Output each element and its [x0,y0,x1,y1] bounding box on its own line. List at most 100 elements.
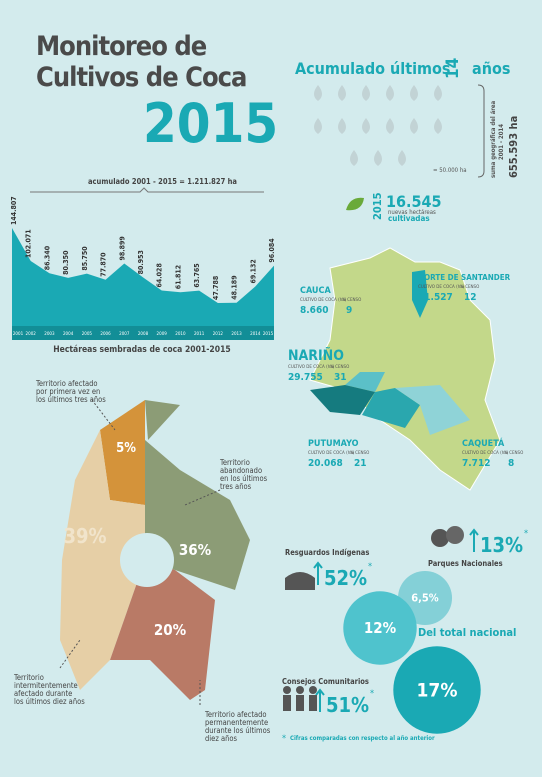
drop-icon [410,118,418,134]
colombia-map [309,247,501,491]
footnote: Cifras comparadas con respecto al año an… [290,735,435,742]
map-piece [100,400,145,505]
territory-caption: abandonado [220,466,262,475]
x-tick-label: 2007 [119,331,130,337]
drop-icon [386,85,394,101]
share-label: % CENSO [350,450,369,456]
drop-unit: = 50.000 ha [433,167,467,174]
value-label: 48.189 [231,275,239,299]
x-tick-label: 2014 [250,331,261,337]
region-norte [412,270,428,318]
accum-unit: años [472,59,510,78]
value-label: 47.788 [212,276,220,300]
region-name: PUTUMAYO [308,439,359,449]
share-label: % CENSO [504,450,523,456]
people-icon [283,686,317,711]
share-value: 9 [346,305,352,316]
x-tick-label: 2011 [194,331,205,337]
territory-caption: durante los últimos [205,726,271,735]
tree-icon [431,529,449,547]
region-name: NARIÑO [288,347,344,364]
new-value: 16.545 [386,192,442,211]
crop-value: 20.068 [308,458,343,469]
x-tick-label: 2001 [13,331,24,337]
asterisk: * [368,562,372,572]
group-change: 52% [324,566,367,590]
x-tick-label: 2008 [138,331,149,337]
territory-share: 36% [179,541,212,559]
x-tick-label: 2015 [263,331,274,337]
crop-value: 8.660 [300,305,328,316]
share-label: 12% [364,619,397,637]
crop-label: CULTIVO DE COCA (ha) [462,450,509,456]
new-caption: cultivadas [388,214,430,223]
territory-caption: tres años [220,482,252,491]
up-arrow [469,528,479,552]
bracket [477,84,485,178]
territory-share: 20% [154,621,187,639]
total-label: Del total nacional [418,626,516,639]
crop-label: CULTIVO DE COCA (ha) [418,284,465,290]
territory-share: 39% [63,524,106,548]
territory-caption: Territorio afectado [35,379,98,388]
region-caqueta [395,385,470,435]
drop-icon [314,85,322,101]
share-value: 8 [508,458,514,469]
drop-icon [314,118,322,134]
tree-icon [446,526,464,544]
side-note: suma geográfica del área [490,100,497,178]
title-line: Cultivos de Coca [36,62,246,93]
crop-label: CULTIVO DE COCA (ha) [308,450,355,456]
drop-icon [374,150,382,166]
territory-caption: Territorio [13,673,44,682]
x-tick-label: 2006 [100,331,111,337]
leader-line [59,639,81,669]
title-year: 2015 [143,92,278,155]
region-putumayo [362,388,420,428]
drop-icon [398,150,406,166]
value-label: 64.028 [156,263,164,287]
crop-label: CULTIVO DE COCA (ha) [288,364,335,370]
territory-caption: por primera vez en [36,387,100,396]
value-label: 144.807 [10,196,18,225]
group-title: Consejos Comunitarios [282,677,369,686]
asterisk: * [282,734,286,744]
value-label: 85.750 [81,246,89,271]
share-bubble [393,646,481,734]
up-arrow [315,688,325,712]
x-tick-label: 2013 [231,331,242,337]
value-label: 96.084 [268,238,276,263]
region-name: CAQUETÁ [462,437,505,449]
territory-caption: afectado durante [14,689,72,698]
share-label: % CENSO [342,297,361,303]
share-value: 31 [334,372,347,383]
crop-value: 29.755 [288,372,323,383]
territory-caption: permanentemente [205,718,268,727]
value-label: 80.350 [62,250,70,275]
drop-icon [338,118,346,134]
territory-caption: los últimos tres años [36,395,106,404]
hut-icon [285,572,315,590]
value-label: 98.899 [118,236,126,260]
share-label: % CENSO [330,364,349,370]
crop-label: CULTIVO DE COCA (ha) [300,297,347,303]
share-label: % CENSO [460,284,479,290]
map-piece [110,560,215,700]
x-tick-label: 2002 [26,331,37,337]
drop-icon [410,85,418,101]
share-bubble [343,591,417,665]
national-share: 6,5% 12% 17% Del total nacional Resguardos I… [282,528,528,744]
drop-icon [434,118,442,134]
share-label: 6,5% [411,592,439,605]
x-tick-label: 2010 [175,331,186,337]
accum-total: 655.593 ha [507,116,520,178]
leaf-icon [346,197,364,211]
asterisk: * [524,529,528,539]
crop-value: 7.712 [462,458,490,469]
drop-icon [386,118,394,134]
map-piece [60,430,145,690]
territory-caption: los últimos diez años [14,697,85,706]
crop-value: 11.527 [418,292,453,303]
